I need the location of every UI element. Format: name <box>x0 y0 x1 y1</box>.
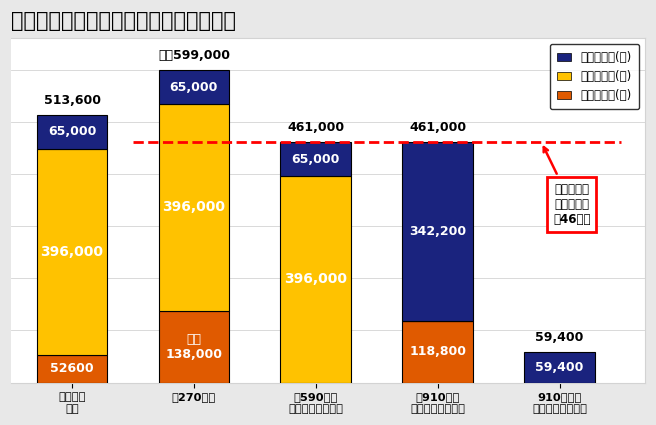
Text: 59,400: 59,400 <box>535 331 584 344</box>
Text: 最大599,000: 最大599,000 <box>158 49 230 62</box>
Text: 東京私立高
授業料平均
約46万円: 東京私立高 授業料平均 約46万円 <box>544 147 590 226</box>
Text: 65,000: 65,000 <box>48 125 96 138</box>
Bar <box>281 142 351 176</box>
Bar <box>159 311 230 382</box>
Text: 118,800: 118,800 <box>409 345 466 358</box>
Text: 396,000: 396,000 <box>41 245 104 259</box>
Text: 65,000: 65,000 <box>170 80 218 94</box>
Legend: 授業料補助(都), 就学支援金(国), 奨学給付金(国): 授業料補助(都), 就学支援金(国), 奨学給付金(国) <box>550 44 639 109</box>
Text: 世帯年収別の初年度補助上限額（東京）: 世帯年収別の初年度補助上限額（東京） <box>11 11 236 31</box>
Text: 396,000: 396,000 <box>163 200 226 214</box>
Text: 最大
138,000: 最大 138,000 <box>165 333 222 360</box>
Bar <box>402 142 473 320</box>
Bar <box>159 70 230 104</box>
Text: 52600: 52600 <box>51 363 94 375</box>
Text: 342,200: 342,200 <box>409 225 466 238</box>
Bar <box>37 355 108 383</box>
Bar <box>37 115 108 148</box>
Bar <box>402 320 473 382</box>
Bar <box>37 148 108 355</box>
Text: 59,400: 59,400 <box>535 360 584 374</box>
Text: 461,000: 461,000 <box>409 121 466 134</box>
Bar <box>524 351 595 382</box>
Bar <box>159 104 230 311</box>
Text: 396,000: 396,000 <box>284 272 347 286</box>
Bar <box>281 176 351 382</box>
Text: 461,000: 461,000 <box>287 121 344 134</box>
Text: 65,000: 65,000 <box>292 153 340 165</box>
Text: 513,600: 513,600 <box>43 94 100 107</box>
